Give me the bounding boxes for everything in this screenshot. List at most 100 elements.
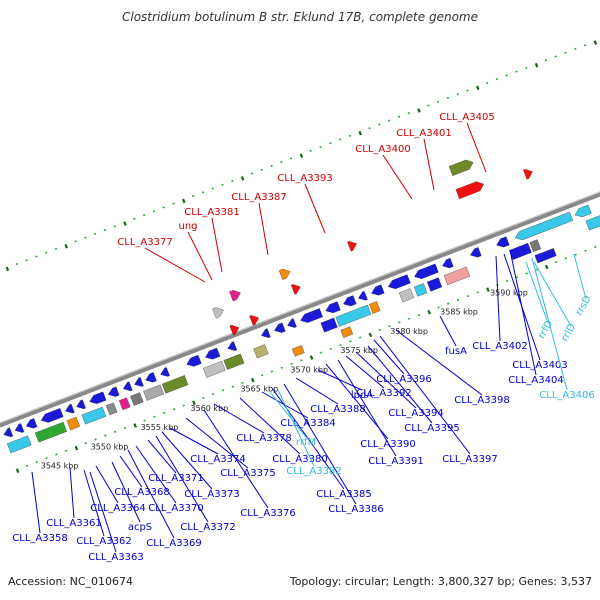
- kbp-scale-label: 3545 kbp: [41, 461, 79, 470]
- reverse-gene-block-shape: [89, 391, 107, 404]
- reverse-gene-block: [371, 284, 385, 296]
- reverse-gene-block: [335, 304, 372, 327]
- reverse-gene-label: CLL_A3397: [442, 454, 497, 465]
- reverse-gene-label: CLL_A3368: [114, 487, 169, 498]
- minor-tick: [172, 408, 176, 411]
- reverse-gene-block-shape: [202, 360, 226, 378]
- minor-tick: [123, 427, 127, 430]
- kbp-scale-label: 3565 kbp: [240, 385, 278, 394]
- minor-tick: [84, 442, 87, 445]
- minor-tick: [25, 259, 28, 262]
- forward-gene-label: CLL_A3405: [439, 112, 494, 123]
- reverse-gene-label: lpdA: [351, 390, 373, 401]
- reverse-gene-label: fusA: [445, 346, 467, 357]
- major-tick: [534, 62, 539, 68]
- forward-leader-line: [382, 154, 413, 200]
- minor-tick: [270, 370, 274, 373]
- minor-tick: [35, 460, 38, 464]
- forward-gene-label: CLL_A3377: [117, 237, 172, 248]
- minor-tick: [544, 59, 548, 62]
- forward-gene-label: CLL_A3387: [231, 192, 286, 203]
- minor-tick: [417, 313, 421, 317]
- reverse-gene-label: CLL_A3375: [220, 468, 275, 479]
- reverse-gene-block-shape: [325, 301, 341, 314]
- kbp-scale-label: 3585 kbp: [440, 308, 478, 317]
- reverse-gene-block: [300, 308, 323, 323]
- reverse-gene-block: [470, 247, 482, 258]
- forward-gene-label: ung: [178, 221, 197, 232]
- rna-gene-label: CLL_A3406: [539, 390, 594, 401]
- reverse-gene-block: [261, 328, 271, 338]
- reverse-gene-block: [14, 423, 25, 433]
- major-tick: [299, 153, 304, 158]
- reverse-gene-label: CLL_A3358: [12, 533, 67, 544]
- forward-gene-block-shape: [229, 290, 241, 302]
- minor-tick: [574, 47, 577, 51]
- reverse-gene-block: [202, 360, 226, 378]
- minor-tick: [113, 225, 116, 228]
- reverse-gene-label: CLL_A3370: [148, 503, 203, 514]
- minor-tick: [535, 268, 538, 271]
- reverse-gene-block-shape: [105, 402, 118, 416]
- forward-gene-block: [455, 181, 484, 200]
- minor-tick: [221, 183, 224, 186]
- reverse-gene-block-shape: [514, 211, 573, 241]
- minor-tick: [574, 253, 577, 256]
- rna-leader-line: [531, 257, 568, 391]
- forward-leader-line: [211, 217, 223, 273]
- reverse-gene-block: [369, 301, 381, 314]
- minor-tick: [436, 100, 440, 103]
- reverse-gene-block: [325, 301, 341, 314]
- rna-leader-line: [533, 261, 572, 327]
- kbp-scale-label: 3550 kbp: [91, 442, 129, 451]
- reverse-gene-block: [105, 402, 118, 416]
- reverse-leader-line: [127, 449, 175, 539]
- forward-gene-block-shape: [347, 241, 357, 252]
- reverse-gene-block: [320, 317, 338, 333]
- reverse-gene-block-shape: [205, 347, 221, 360]
- reverse-gene-block: [514, 211, 573, 241]
- reverse-gene-block: [81, 406, 107, 425]
- reverse-gene-label: CLL_A3394: [388, 408, 443, 419]
- reverse-gene-block: [34, 421, 67, 443]
- reverse-leader-line: [395, 329, 483, 396]
- minor-tick: [231, 179, 234, 183]
- reverse-leader-line: [509, 249, 537, 376]
- forward-gene-block: [448, 159, 474, 176]
- rna-gene-label: CLL_A3382: [286, 466, 341, 477]
- reverse-gene-block-shape: [358, 291, 368, 301]
- reverse-gene-block-shape: [291, 345, 305, 357]
- reverse-gene-block-shape: [108, 386, 120, 397]
- reverse-leader-line: [31, 471, 41, 534]
- minor-tick: [201, 191, 205, 194]
- forward-gene-block: [347, 241, 357, 252]
- reverse-gene-block: [343, 295, 357, 307]
- major-tick: [240, 176, 245, 181]
- rna-gene-label: rrfM: [296, 437, 316, 448]
- forward-gene-block-shape: [278, 268, 291, 280]
- rna-leader-line: [277, 389, 315, 467]
- minor-tick: [525, 272, 528, 275]
- minor-tick: [172, 202, 175, 205]
- forward-leader-line: [258, 202, 269, 256]
- minor-tick: [153, 415, 156, 418]
- reverse-gene-label: CLL_A3363: [88, 552, 143, 563]
- reverse-gene-block: [186, 354, 202, 367]
- reverse-gene-block: [25, 418, 38, 429]
- minor-tick: [191, 195, 195, 198]
- reverse-gene-label: CLL_A3380: [272, 454, 327, 465]
- minor-tick: [113, 430, 117, 433]
- major-tick: [368, 332, 373, 338]
- reverse-gene-label: CLL_A3392: [356, 388, 411, 399]
- reverse-leader-line: [111, 461, 141, 523]
- reverse-gene-block: [205, 347, 221, 360]
- reverse-leader-line: [119, 455, 143, 488]
- reverse-gene-block: [413, 283, 428, 297]
- minor-tick: [397, 115, 401, 118]
- minor-tick: [466, 89, 469, 92]
- minor-tick: [64, 449, 68, 452]
- major-tick: [593, 40, 598, 45]
- reverse-gene-block: [130, 392, 144, 406]
- minor-tick: [44, 251, 48, 254]
